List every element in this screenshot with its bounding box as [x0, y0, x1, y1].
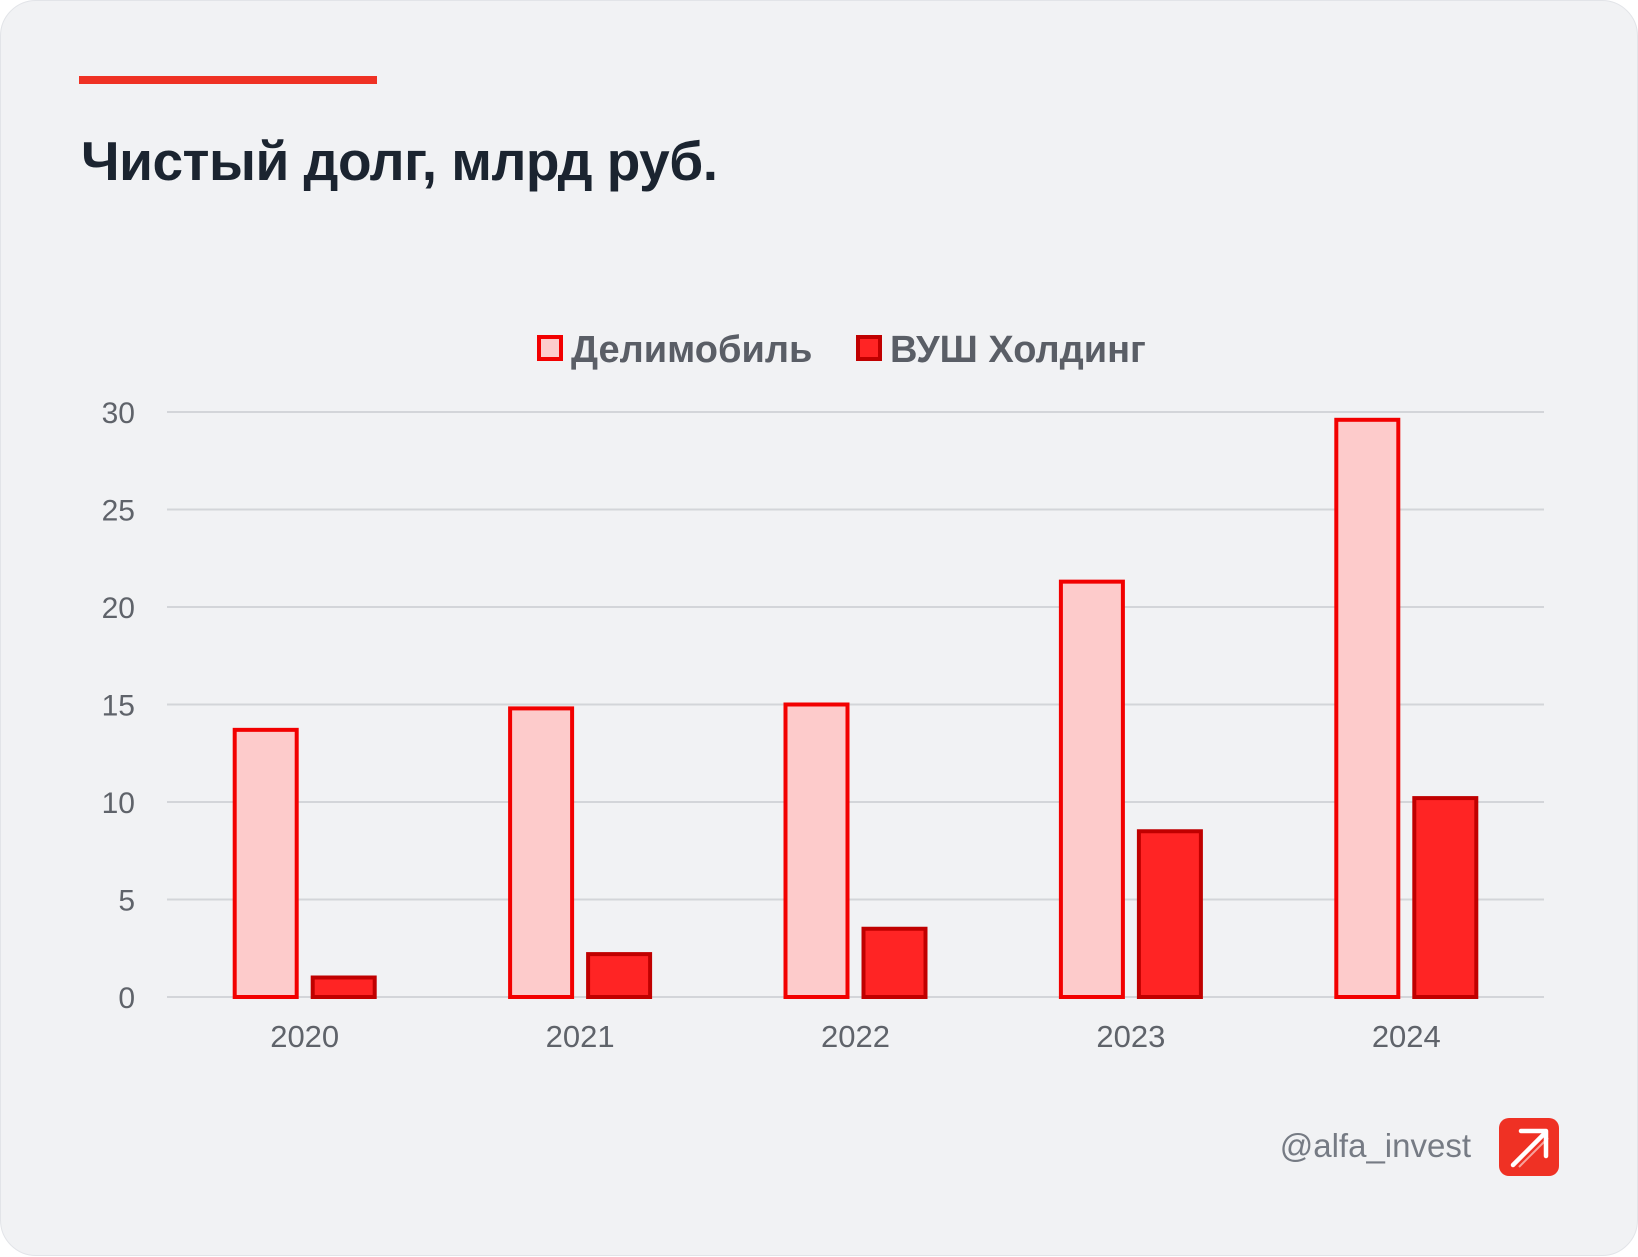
bar-vush-holding — [1136, 829, 1203, 999]
y-tick-label: 5 — [118, 885, 135, 918]
y-tick-label: 0 — [118, 982, 135, 1015]
legend-label: Делимобиль — [571, 329, 812, 371]
bar-delimobil — [232, 727, 299, 999]
bar-vush-holding — [586, 952, 653, 999]
bar-delimobil — [783, 702, 850, 999]
alfa-arrow-logo-icon[interactable] — [1499, 1118, 1559, 1176]
bar-delimobil — [1334, 417, 1401, 999]
y-tick-label: 25 — [102, 495, 135, 528]
x-tick-label: 2024 — [1372, 1019, 1441, 1054]
legend-swatch — [856, 335, 882, 361]
bar-delimobil — [1058, 579, 1125, 1000]
x-tick-label: 2023 — [1096, 1019, 1165, 1054]
chart-title: Чистый долг, млрд руб. — [81, 130, 718, 192]
bar-delimobil — [508, 706, 575, 1000]
x-tick-label: 2022 — [821, 1019, 890, 1054]
x-tick-label: 2021 — [546, 1019, 615, 1054]
legend-label: ВУШ Холдинг — [890, 329, 1146, 371]
bar-vush-holding — [310, 975, 377, 999]
legend-swatch — [537, 335, 563, 361]
y-tick-label: 10 — [102, 787, 135, 820]
x-tick-label: 2020 — [270, 1019, 339, 1054]
y-tick-label: 15 — [102, 690, 135, 723]
y-tick-label: 20 — [102, 592, 135, 625]
bar-vush-holding — [1412, 796, 1479, 999]
footer-handle[interactable]: @alfa_invest — [1279, 1127, 1471, 1164]
accent-bar — [79, 76, 377, 84]
y-tick-label: 30 — [102, 397, 135, 430]
bar-vush-holding — [861, 926, 928, 999]
